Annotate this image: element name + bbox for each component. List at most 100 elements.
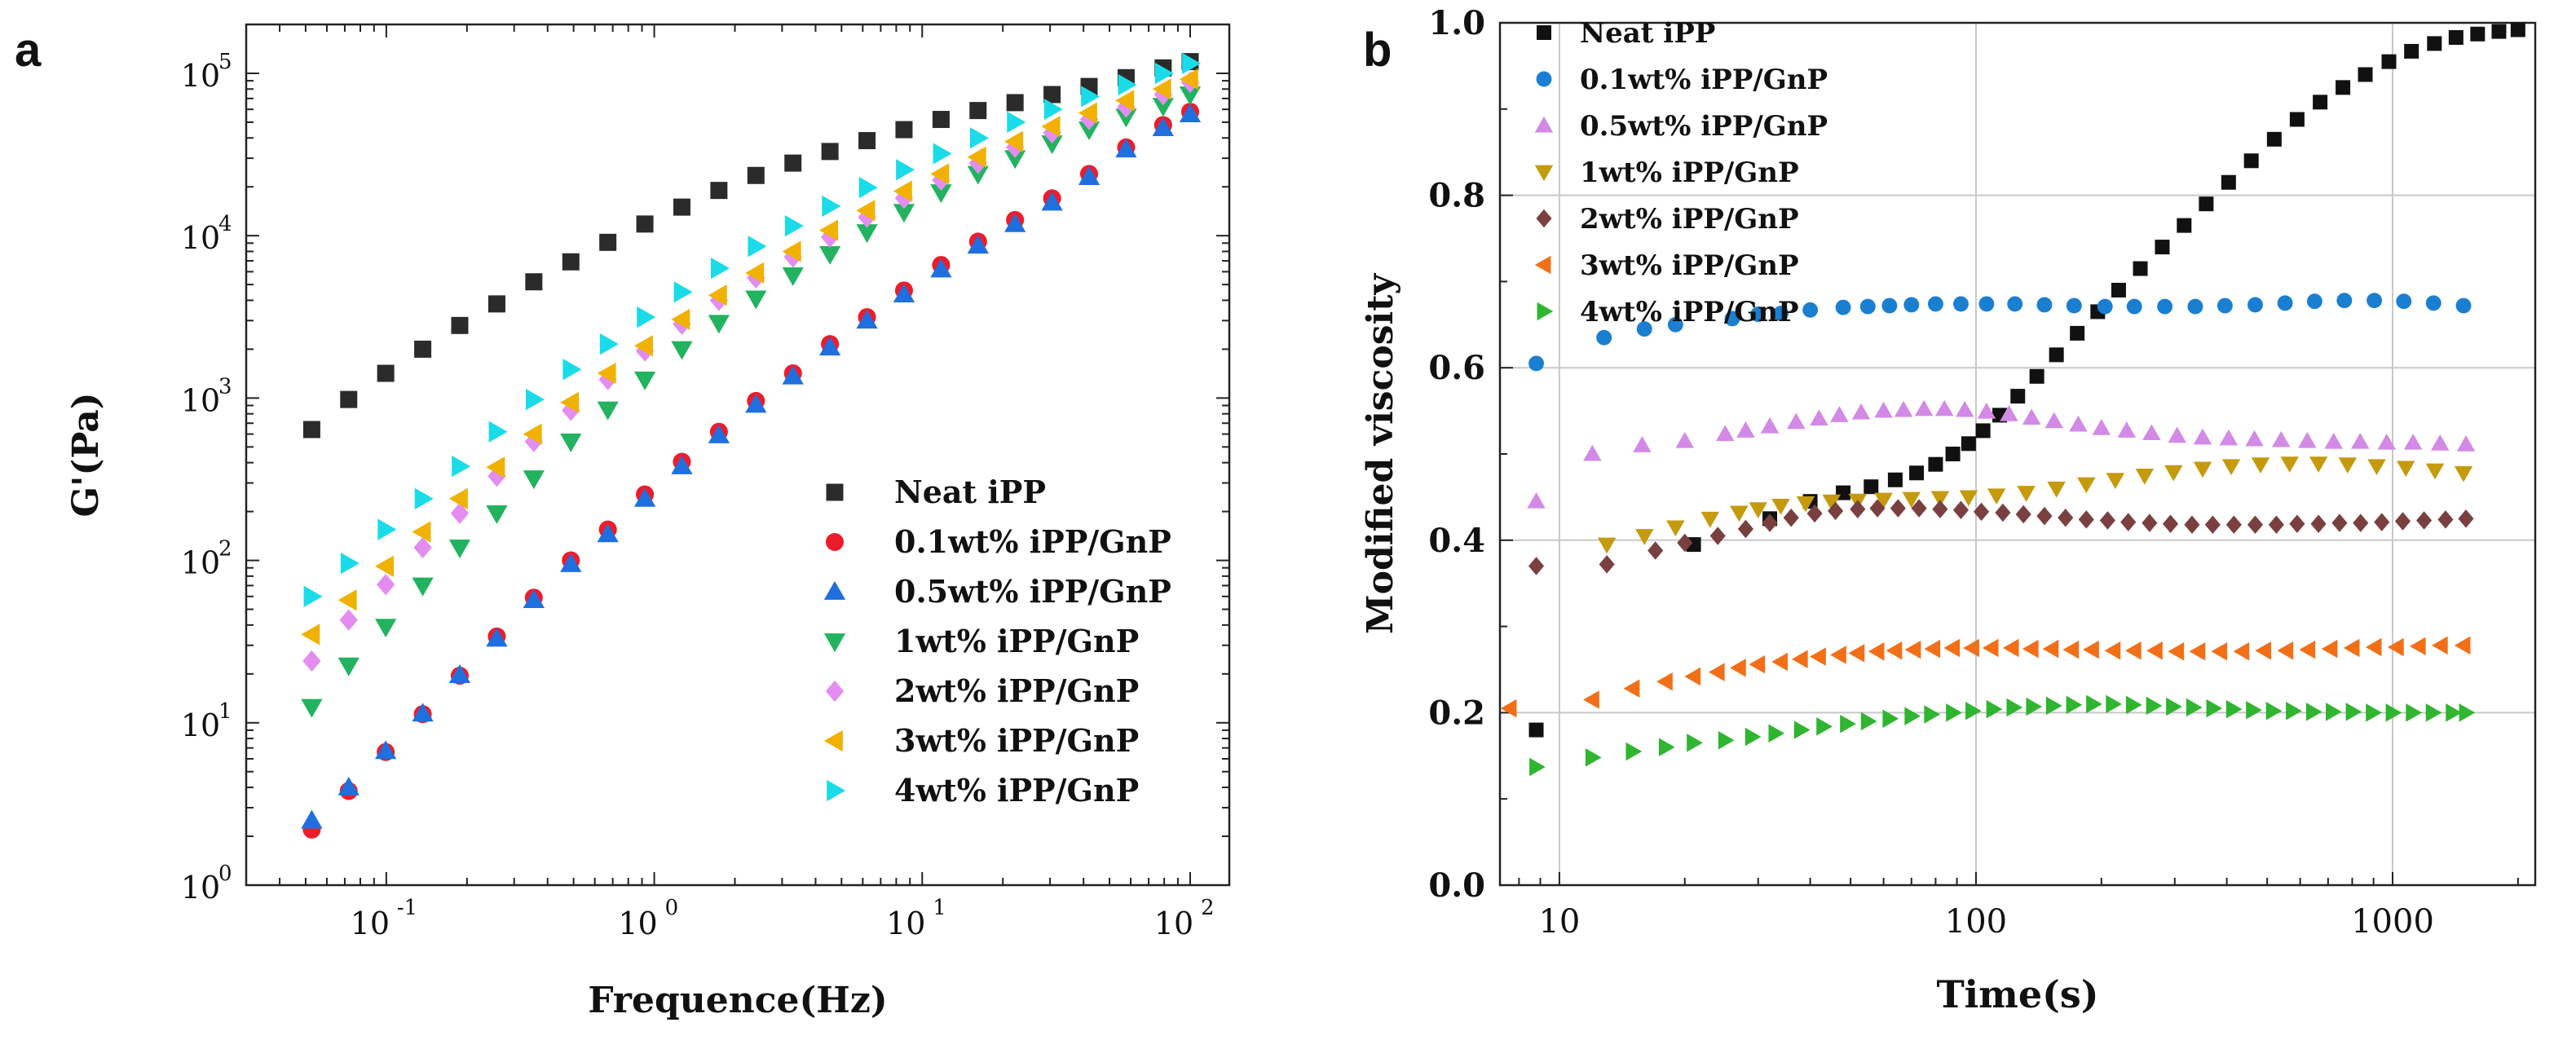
data-point: [2106, 694, 2123, 714]
data-point: [932, 111, 950, 129]
data-point: [1830, 406, 1849, 422]
data-point: [1959, 490, 1978, 507]
data-point: [2448, 29, 2464, 45]
legend-marker: [1536, 209, 1552, 228]
data-point: [969, 127, 989, 149]
y-tick-exp: 0: [218, 862, 232, 886]
data-point: [1118, 73, 1137, 96]
data-point: [895, 121, 913, 139]
data-point: [560, 553, 582, 572]
legend-marker: [1534, 116, 1554, 133]
data-point: [1625, 742, 1643, 761]
x-tick-label: 1000: [2351, 903, 2434, 941]
legend-item-neat-ipp: Neat iPP: [826, 474, 1046, 510]
data-point: [969, 102, 987, 120]
y-tick-base: 10: [181, 58, 220, 94]
data-point: [671, 455, 693, 474]
data-point: [2331, 513, 2348, 532]
data-point: [1730, 505, 1749, 522]
x-tick-label: 100: [1945, 903, 2007, 941]
data-point: [2186, 698, 2203, 717]
data-point: [1708, 663, 1725, 681]
data-point: [2221, 459, 2241, 476]
data-point: [1783, 509, 1799, 527]
data-point: [377, 364, 395, 382]
series-0-5wt-ipp-gnp: [1527, 399, 2476, 509]
data-point: [673, 198, 690, 216]
legend-marker: [823, 633, 846, 653]
data-point: [562, 359, 582, 381]
legend-marker: [1534, 165, 1554, 182]
data-point: [2289, 112, 2305, 127]
data-point: [1796, 496, 1815, 513]
data-point: [2006, 698, 2023, 717]
data-point: [2199, 196, 2214, 212]
data-point: [2070, 325, 2085, 341]
data-point: [1599, 555, 1615, 574]
data-point: [2243, 153, 2259, 169]
data-point: [2470, 26, 2486, 42]
data-point: [2164, 465, 2183, 482]
data-point: [1667, 316, 1683, 333]
data-point: [412, 703, 434, 722]
data-point: [2313, 95, 2328, 110]
chart-b-modified-viscosity: 10 100 1000 0.0 0.2 0.4 0.6 0.8 1.0 Time(s) Modifi…: [1360, 4, 2537, 1016]
x-tick-exp: -1: [397, 896, 417, 920]
data-point: [1828, 501, 1844, 521]
data-point: [1043, 99, 1063, 121]
data-point: [597, 523, 619, 543]
data-point: [2049, 347, 2064, 363]
data-point: [525, 273, 543, 291]
data-point: [1179, 86, 1202, 106]
data-point: [2247, 515, 2264, 535]
data-point: [633, 487, 656, 507]
data-point: [1179, 68, 1198, 90]
data-point: [448, 539, 471, 558]
plot-frame-b: [1498, 21, 2537, 887]
data-point: [2029, 368, 2044, 384]
data-point: [636, 215, 654, 233]
legend-b: Neat iPP 0.1wt% iPP/GnP 0.5wt% iPP/GnP 1wt%…: [1534, 17, 1828, 328]
data-point: [2211, 642, 2228, 661]
data-point: [526, 389, 545, 411]
data-point: [637, 306, 656, 328]
data-point: [1749, 502, 1767, 518]
legend-item-2wt-ipp-gnp: 2wt% iPP/GnP: [825, 672, 1139, 709]
data-point: [1041, 135, 1063, 155]
x-tick-label: 10: [1538, 903, 1580, 941]
data-point: [377, 518, 397, 540]
data-point: [2381, 54, 2397, 69]
data-point: [2430, 434, 2450, 451]
data-point: [414, 340, 432, 358]
data-point: [2204, 515, 2221, 535]
legend-label: Neat iPP: [894, 474, 1046, 510]
data-point: [1745, 727, 1762, 747]
x-tick-base: 10: [1154, 906, 1193, 941]
data-point: [1869, 499, 1886, 518]
data-point: [1078, 102, 1097, 124]
y-tick-exp: 3: [218, 374, 232, 399]
data-point: [2454, 465, 2473, 483]
data-point: [1528, 557, 1545, 575]
data-point: [1647, 541, 1664, 560]
data-point: [2047, 481, 2066, 498]
data-point: [1182, 52, 1202, 75]
data-point: [1932, 500, 1948, 518]
data-point: [1973, 502, 1990, 522]
data-point: [2066, 297, 2082, 314]
data-point: [2388, 637, 2404, 657]
y-tick-label: 101: [181, 699, 232, 743]
legend-a: Neat iPP 0.1wt% iPP/GnP 0.5wt% iPP/GnP 1wt%…: [823, 474, 1171, 809]
data-point: [1978, 296, 1995, 312]
legend-item-3wt-ipp-gnp: 3wt% iPP/GnP: [823, 722, 1139, 759]
data-point: [2409, 637, 2426, 656]
data-point: [673, 281, 693, 303]
data-point: [933, 143, 952, 165]
y-tick-base: 10: [181, 382, 220, 418]
series-neat-ipp: [302, 53, 1199, 438]
data-point: [1902, 491, 1921, 509]
x-tick-exp: 1: [933, 896, 946, 920]
data-point: [1041, 192, 1063, 211]
legend-label: 1wt% iPP/GnP: [894, 623, 1139, 659]
data-point: [337, 657, 359, 676]
